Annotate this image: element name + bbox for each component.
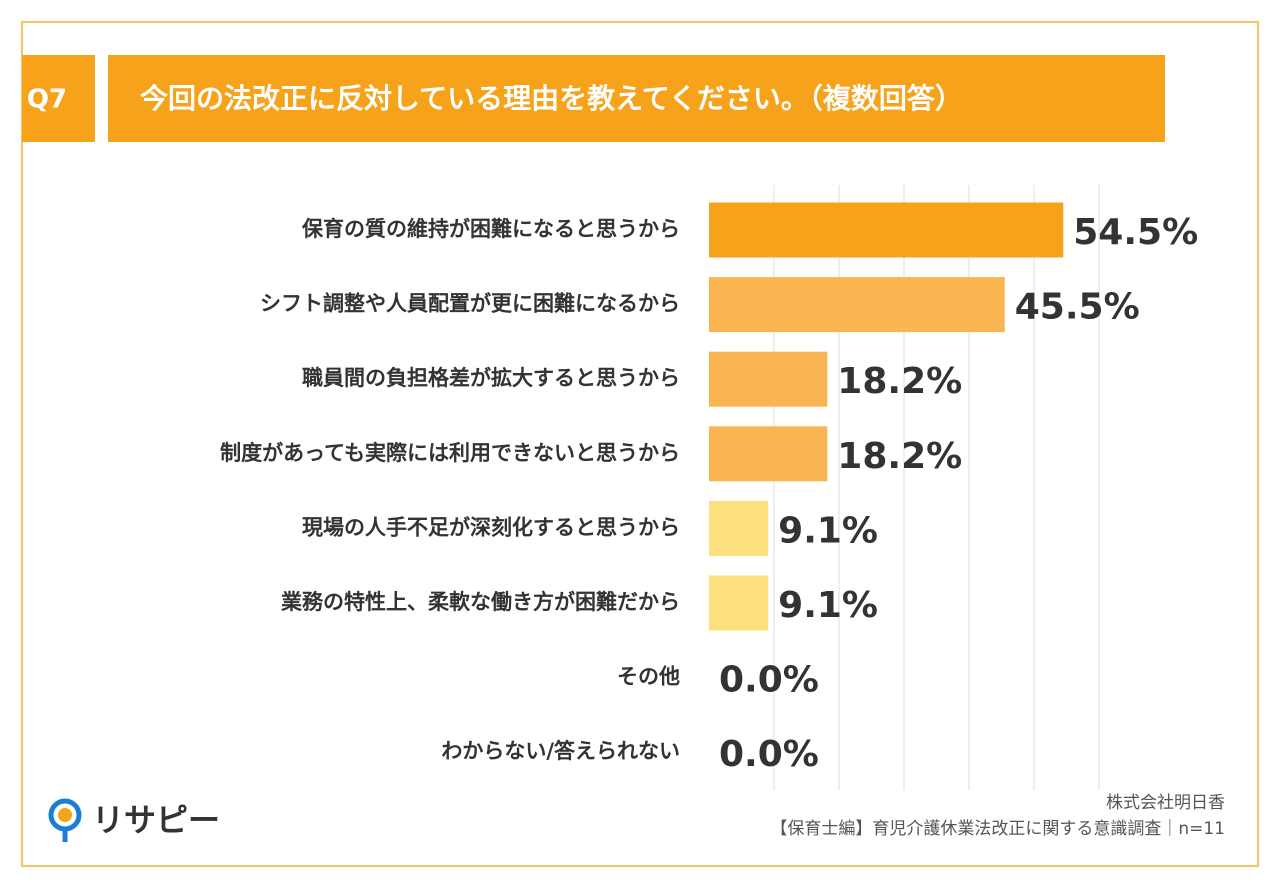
- category-label: シフト調整や人員配置が更に困難になるから: [260, 292, 680, 316]
- badge-box: [22, 55, 95, 142]
- value-label: 9.1%: [778, 585, 878, 626]
- bar: [709, 575, 769, 631]
- title-box: [108, 55, 1165, 142]
- badge: Q7: [27, 85, 67, 115]
- category-label: 現場の人手不足が深刻化すると思うから: [302, 515, 680, 539]
- logo: [48, 798, 82, 842]
- bar: [709, 500, 769, 556]
- category-label: 保育の質の維持が困難になると思うから: [301, 217, 680, 241]
- value-label: 0.0%: [719, 734, 819, 775]
- category-label: 制度があっても実際には利用できないと思うから: [220, 441, 680, 465]
- logo-text: リサピー: [92, 801, 220, 839]
- category-label: その他: [617, 665, 680, 689]
- value-label: 9.1%: [778, 510, 878, 551]
- value-label: 18.2%: [837, 436, 962, 477]
- bar: [709, 351, 828, 407]
- logo-icon-center: [58, 808, 72, 822]
- value-label: 45.5%: [1015, 287, 1140, 328]
- category-label: 業務の特性上、柔軟な働き方が困難だから: [281, 590, 680, 614]
- bar: [709, 426, 828, 482]
- value-label: 18.2%: [837, 361, 962, 402]
- bar: [709, 202, 1064, 258]
- bar: [709, 277, 1005, 333]
- category-label: わからない/答えられない: [441, 739, 680, 763]
- survey: 【保育士編】育児介護休業法改正に関する意識調査｜n=11: [770, 819, 1225, 839]
- frame: [21, 21, 1259, 867]
- chart-title: 今回の法改正に反対している理由を教えてください。（複数回答）: [140, 82, 963, 115]
- category-label: 職員間の負担格差が拡大すると思うから: [302, 366, 680, 390]
- company: 株式会社明日香: [1106, 793, 1225, 813]
- value-label: 0.0%: [719, 660, 819, 701]
- value-label: 54.5%: [1073, 212, 1198, 253]
